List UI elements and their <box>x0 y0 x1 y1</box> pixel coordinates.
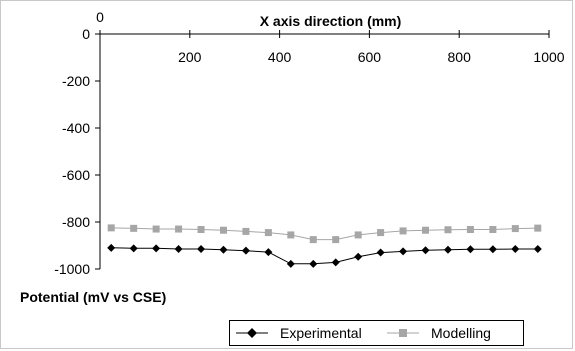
data-point-experimental <box>511 245 520 254</box>
legend-label-experimental: Experimental <box>280 325 362 341</box>
data-point-experimental <box>331 258 340 267</box>
y-axis-title: Potential (mV vs CSE) <box>20 289 167 305</box>
legend-swatch-modelling <box>387 329 419 337</box>
x-tick-label: 200 <box>178 49 202 65</box>
data-point-modelling <box>444 226 452 234</box>
data-point-modelling <box>399 227 407 235</box>
series-layer <box>107 224 542 268</box>
y-tick-label: -1000 <box>54 261 90 277</box>
series-line-modelling <box>111 227 538 241</box>
data-point-experimental <box>533 245 542 254</box>
x-tick-label: 600 <box>358 49 382 65</box>
data-point-experimental <box>421 246 430 255</box>
x-tick-label: 400 <box>268 49 292 65</box>
data-point-experimental <box>354 252 363 261</box>
data-point-experimental <box>286 259 295 268</box>
y-tick-label: -600 <box>62 167 90 183</box>
data-point-experimental <box>399 247 408 256</box>
legend: Experimental Modelling <box>229 320 524 346</box>
x-axis-title: X axis direction (mm) <box>260 13 402 29</box>
data-point-modelling <box>197 226 205 234</box>
data-point-modelling <box>466 226 474 234</box>
x-tick-label: 0 <box>96 9 104 25</box>
legend-item-modelling: Modelling <box>387 325 491 341</box>
data-point-modelling <box>152 225 160 233</box>
data-point-modelling <box>287 231 295 239</box>
data-point-experimental <box>129 244 138 253</box>
y-tick-label: -800 <box>62 214 90 230</box>
x-tick-label: 800 <box>448 49 472 65</box>
data-point-modelling <box>219 226 227 234</box>
data-point-experimental <box>197 245 206 254</box>
data-point-modelling <box>534 224 542 232</box>
data-point-experimental <box>309 259 318 268</box>
x-tick-label: 1000 <box>533 49 564 65</box>
legend-label-modelling: Modelling <box>431 325 491 341</box>
y-tick-label: -400 <box>62 120 90 136</box>
data-point-modelling <box>242 227 250 235</box>
data-point-experimental <box>488 245 497 254</box>
data-point-modelling <box>175 225 183 233</box>
data-point-experimental <box>241 246 250 255</box>
legend-item-experimental: Experimental <box>236 325 362 341</box>
data-point-experimental <box>219 245 228 254</box>
data-point-modelling <box>511 225 519 233</box>
data-point-experimental <box>443 245 452 254</box>
data-point-modelling <box>354 231 362 239</box>
data-point-experimental <box>376 248 385 257</box>
data-point-modelling <box>377 229 385 237</box>
data-point-modelling <box>309 236 317 244</box>
legend-swatch-experimental <box>236 328 268 338</box>
data-point-modelling <box>332 236 340 244</box>
data-point-modelling <box>489 226 497 234</box>
data-point-modelling <box>130 224 138 232</box>
axes: 0 200 400 600 800 1000 0 -200 -400 -600 -800 -1000 X… <box>54 9 565 277</box>
data-point-experimental <box>174 245 183 254</box>
data-point-modelling <box>107 224 115 232</box>
data-point-experimental <box>107 243 116 252</box>
data-point-experimental <box>152 244 161 253</box>
series-line-experimental <box>111 247 538 265</box>
data-point-modelling <box>264 229 272 237</box>
data-point-experimental <box>466 245 475 254</box>
y-tick-label: 0 <box>82 26 90 42</box>
data-point-experimental <box>264 248 273 257</box>
y-tick-label: -200 <box>62 73 90 89</box>
data-point-modelling <box>422 226 430 234</box>
